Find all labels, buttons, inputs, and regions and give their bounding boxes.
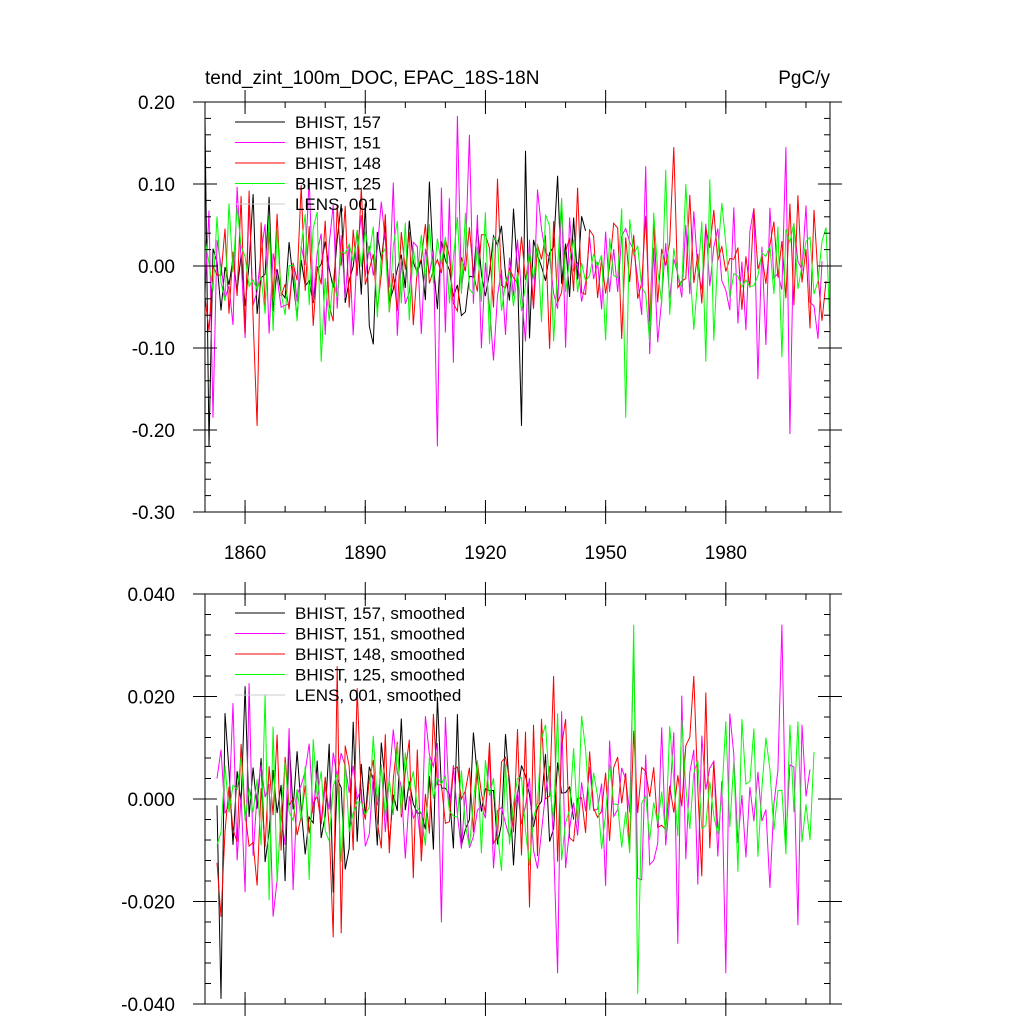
y-tick-label: 0.040 bbox=[127, 585, 175, 606]
legend-label: BHIST, 157 bbox=[295, 113, 381, 132]
top-chart-units: PgC/y bbox=[778, 68, 830, 89]
top-chart-title: tend_zint_100m_DOC, EPAC_18S-18N bbox=[205, 68, 539, 89]
legend-label: BHIST, 148, smoothed bbox=[295, 645, 465, 664]
series-line-3 bbox=[216, 624, 815, 994]
y-tick-label: -0.040 bbox=[121, 995, 175, 1016]
top-chart-panel: 0.20 0.10 0.00 -0.10 -0.20 -0.30 1860 1890 1920 1… bbox=[132, 90, 842, 564]
legend-label: BHIST, 151 bbox=[295, 134, 381, 153]
x-tick-label: 1890 bbox=[344, 543, 386, 564]
y-tick-label: -0.10 bbox=[132, 339, 175, 360]
y-tick-label: 0.00 bbox=[138, 257, 175, 278]
x-tick-label: 1920 bbox=[464, 543, 506, 564]
legend-label: LENS, 001, smoothed bbox=[295, 686, 461, 705]
series-line-2 bbox=[216, 666, 719, 938]
x-tick-label: 1860 bbox=[224, 543, 266, 564]
legend-label: BHIST, 151, smoothed bbox=[295, 625, 465, 644]
series-line-2 bbox=[205, 147, 827, 426]
x-tick-label: 1980 bbox=[705, 543, 747, 564]
bottom-chart-panel: 0.040 0.020 0.000 -0.020 -0.040 BHIST, 157, s… bbox=[121, 582, 842, 1016]
legend-label: LENS, 001 bbox=[295, 195, 377, 214]
legend-label: BHIST, 148 bbox=[295, 154, 381, 173]
y-tick-label: -0.020 bbox=[121, 893, 175, 914]
y-tick-label: 0.10 bbox=[138, 175, 175, 196]
series-lines bbox=[205, 115, 830, 447]
series-lines bbox=[216, 624, 815, 999]
y-tick-label: -0.30 bbox=[132, 503, 175, 524]
legend-label: BHIST, 125 bbox=[295, 175, 381, 194]
series-line-0 bbox=[205, 118, 587, 447]
y-tick-label: 0.020 bbox=[127, 688, 175, 709]
legend-label: BHIST, 157, smoothed bbox=[295, 604, 465, 623]
legend-label: BHIST, 125, smoothed bbox=[295, 666, 465, 685]
y-tick-label: 0.000 bbox=[127, 790, 175, 811]
plot-frame bbox=[204, 101, 831, 513]
legend: BHIST, 157, smoothed BHIST, 151, smoothed… bbox=[235, 604, 465, 705]
y-tick-label: -0.20 bbox=[132, 421, 175, 442]
series-line-1 bbox=[205, 115, 823, 447]
series-line-1 bbox=[216, 624, 811, 974]
series-line-3 bbox=[205, 169, 830, 418]
series-line-0 bbox=[216, 686, 575, 999]
y-tick-label: 0.20 bbox=[138, 93, 175, 114]
x-tick-label: 1950 bbox=[585, 543, 627, 564]
